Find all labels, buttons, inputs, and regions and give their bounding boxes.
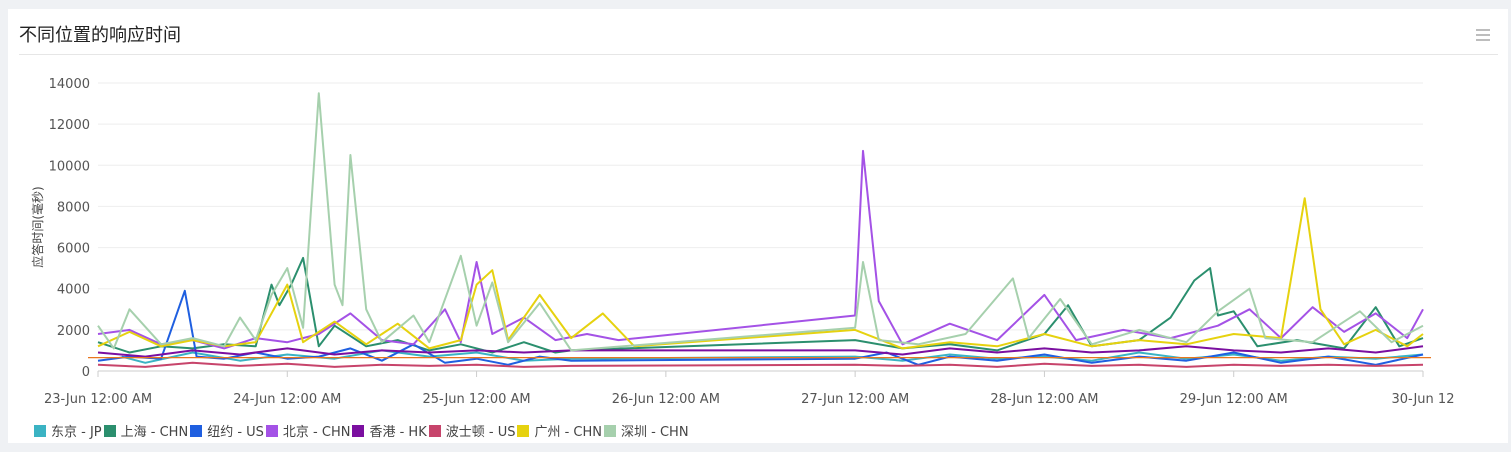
legend-label: 深圳 - CHN (621, 425, 689, 440)
legend-item[interactable]: 东京 - JP (34, 421, 102, 440)
title-divider (19, 54, 1498, 55)
legend-swatch (265, 424, 278, 437)
hamburger-menu-icon[interactable] (1476, 29, 1490, 41)
x-tick-label: 24-Jun 12:00 AM (233, 392, 341, 407)
legend-item[interactable]: 波士顿 - US (428, 421, 516, 440)
panel-title: 不同位置的响应时间 (19, 25, 181, 46)
legend-swatch (517, 424, 530, 437)
y-tick-label: 12000 (49, 118, 90, 133)
y-tick-label: 14000 (49, 77, 90, 92)
x-tick-label: 28-Jun 12:00 AM (990, 392, 1098, 407)
legend-item[interactable]: 纽约 - US (190, 421, 264, 440)
legend-swatch (103, 424, 116, 437)
x-tick-label: 30-Jun 12 (1392, 392, 1455, 407)
y-tick-label: 2000 (57, 324, 90, 339)
series-line (97, 197, 1424, 350)
series-line (97, 361, 1424, 368)
y-tick-label: 0 (82, 365, 90, 380)
y-tick-label: 4000 (57, 283, 90, 298)
legend-swatch (190, 424, 203, 437)
series-line (97, 92, 1424, 352)
legend-item[interactable]: 深圳 - CHN (604, 421, 689, 440)
legend-label: 波士顿 - US (445, 425, 516, 440)
y-tick-label: 10000 (49, 159, 90, 174)
y-tick-label: 8000 (57, 200, 90, 215)
series-line (97, 149, 1424, 350)
x-tick-label: 29-Jun 12:00 AM (1180, 392, 1288, 407)
x-tick-label: 25-Jun 12:00 AM (423, 392, 531, 407)
chart-legend: 东京 - JP 上海 - CHN 纽约 - US 北京 - CHN 香港 - HK 波士顿… (34, 421, 691, 440)
legend-label: 纽约 - US (207, 425, 264, 440)
series-line (97, 345, 1424, 358)
legend-swatch (604, 424, 617, 437)
y-axis-label: 应答时间(毫秒) (30, 186, 45, 267)
legend-item[interactable]: 北京 - CHN (265, 421, 351, 440)
legend-label: 北京 - CHN (282, 425, 351, 440)
legend-item[interactable]: 香港 - HK (352, 421, 427, 440)
legend-swatch (34, 424, 46, 437)
legend-label: 广州 - CHN (534, 425, 603, 440)
legend-label: 香港 - HK (369, 425, 427, 440)
legend-label: 上海 - CHN (120, 425, 189, 440)
legend-swatch (428, 424, 441, 437)
series-line (97, 289, 1424, 366)
series-line (121, 349, 1424, 364)
legend-swatch (352, 424, 365, 437)
legend-label: 东京 - JP (51, 425, 102, 440)
x-tick-label: 26-Jun 12:00 AM (612, 392, 720, 407)
x-tick-label: 23-Jun 12:00 AM (44, 392, 152, 407)
response-time-chart: 0 2000 4000 6000 8000 10000 12000 14000 23-Jun 1… (30, 77, 1455, 407)
chart-panel: 不同位置的响应时间 0 2000 4000 6000 8000 10000 12000 140… (8, 9, 1508, 443)
y-tick-label: 6000 (57, 242, 90, 257)
legend-item[interactable]: 广州 - CHN (517, 421, 602, 440)
x-tick-label: 27-Jun 12:00 AM (801, 392, 909, 407)
legend-item[interactable]: 上海 - CHN (103, 421, 189, 440)
